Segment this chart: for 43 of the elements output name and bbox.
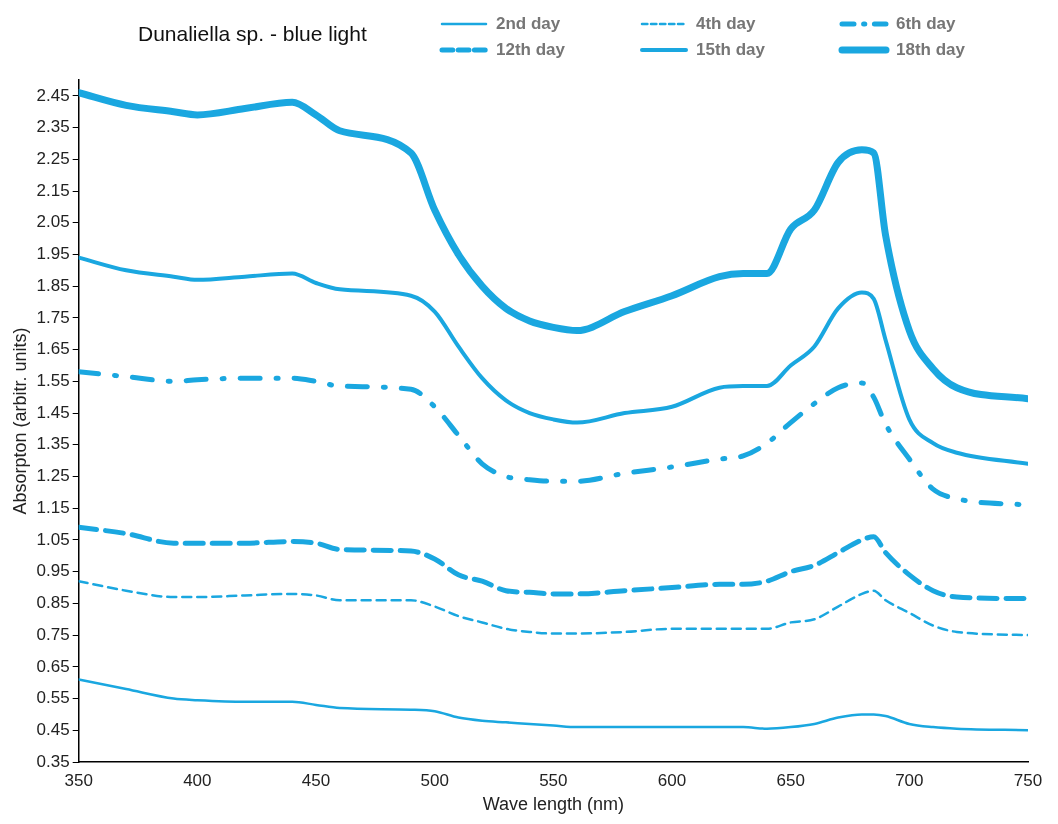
y-tick-label: 0.65 — [36, 656, 70, 676]
legend-label: 2nd day — [496, 14, 561, 34]
legend-label: 18th day — [896, 40, 965, 60]
y-tick-label: 2.05 — [36, 212, 70, 232]
y-tick-label: 0.95 — [36, 561, 70, 581]
x-tick-label: 500 — [420, 770, 449, 790]
y-tick-label: 0.35 — [36, 751, 70, 771]
x-tick-label: 750 — [1013, 770, 1043, 790]
y-tick-label: 1.95 — [36, 244, 70, 264]
y-tick-label: 1.85 — [36, 275, 70, 295]
y-tick-label: 1.45 — [36, 402, 70, 422]
y-tick-label: 1.15 — [36, 497, 70, 517]
x-tick-label: 550 — [539, 770, 568, 790]
x-axis-title: Wave length (nm) — [482, 794, 625, 815]
x-tick-label: 650 — [776, 770, 805, 790]
y-tick-label: 2.15 — [36, 180, 70, 200]
y-tick-label: 0.45 — [36, 719, 70, 739]
y-tick-label: 2.35 — [36, 117, 70, 137]
y-tick-label: 0.55 — [36, 688, 70, 708]
chart-title: Dunaliella sp. - blue light — [138, 22, 367, 46]
x-tick-label: 600 — [657, 770, 687, 790]
y-tick-label: 1.05 — [36, 529, 70, 549]
legend-label: 15th day — [696, 40, 765, 60]
y-tick-label: 1.55 — [36, 371, 70, 391]
y-tick-label: 1.25 — [36, 466, 70, 486]
y-tick-label: 1.75 — [36, 307, 70, 327]
y-tick-label: 2.45 — [36, 85, 70, 105]
x-tick-label: 350 — [64, 770, 93, 790]
legend-label: 6th day — [896, 14, 956, 34]
x-tick-label: 450 — [301, 770, 331, 790]
y-axis-title: Absorpton (arbitr. units) — [9, 327, 30, 515]
y-tick-label: 1.35 — [36, 434, 70, 454]
x-tick-label: 700 — [895, 770, 924, 790]
line-series — [78, 579, 1028, 637]
legend-label: 12th day — [496, 40, 565, 60]
y-tick-label: 1.65 — [36, 339, 70, 359]
y-tick-label: 0.75 — [36, 624, 70, 644]
line-series — [78, 255, 1028, 466]
line-series — [78, 678, 1028, 732]
y-tick-label: 0.85 — [36, 593, 70, 613]
y-tick-label: 2.25 — [36, 148, 70, 168]
x-tick-label: 400 — [183, 770, 212, 790]
legend-label: 4th day — [696, 14, 756, 34]
